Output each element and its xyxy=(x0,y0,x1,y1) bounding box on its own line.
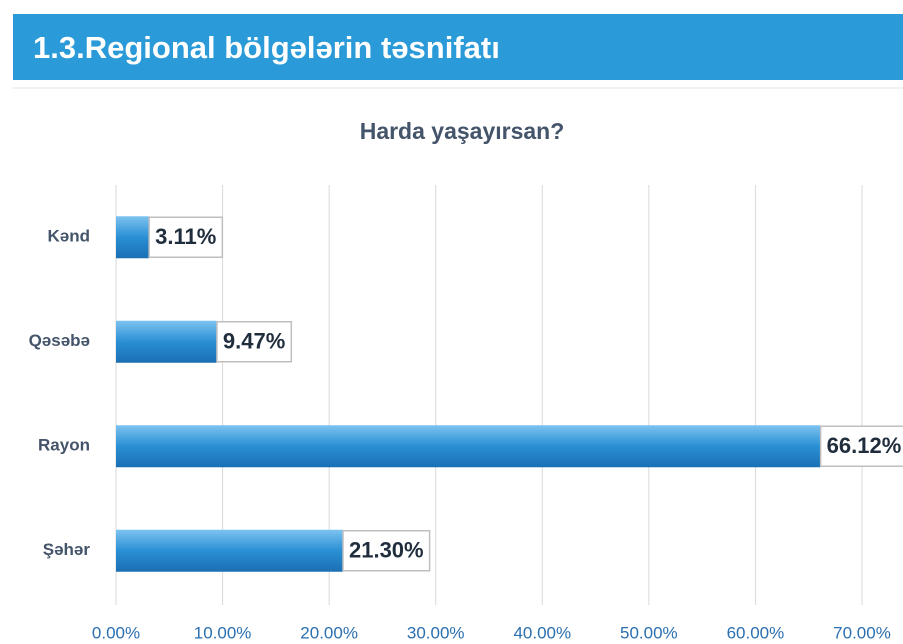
y-tick-label: Rayon xyxy=(38,436,90,455)
y-tick-label: Qəsəbə xyxy=(29,331,90,350)
data-label-box xyxy=(148,216,224,258)
data-label: 66.12% xyxy=(827,433,902,458)
bar xyxy=(116,320,217,363)
data-label-box xyxy=(819,425,903,467)
header-bar xyxy=(13,14,903,80)
x-tick-label: 70.00% xyxy=(833,623,891,642)
data-label: 21.30% xyxy=(349,538,424,563)
bar xyxy=(116,425,821,468)
data-label-box xyxy=(216,321,293,363)
x-tick-label: 10.00% xyxy=(194,623,252,642)
data-label-box xyxy=(342,530,431,572)
x-tick-label: 60.00% xyxy=(727,623,785,642)
x-tick-label: 30.00% xyxy=(407,623,465,642)
x-tick-label: 40.00% xyxy=(513,623,571,642)
x-tick-label: 0.00% xyxy=(92,623,140,642)
x-tick-label: 20.00% xyxy=(300,623,358,642)
bar xyxy=(116,529,343,572)
x-tick-label: 50.00% xyxy=(620,623,678,642)
data-label: 3.11% xyxy=(155,224,216,249)
chart-title: Harda yaşayırsan? xyxy=(360,118,565,144)
bar xyxy=(116,216,150,259)
header-title: 1.3.Regional bölgələrin təsnifatı xyxy=(33,30,500,65)
y-tick-label: Kənd xyxy=(48,227,91,246)
y-tick-label: Şəhər xyxy=(43,540,91,559)
data-label: 9.47% xyxy=(223,329,285,354)
